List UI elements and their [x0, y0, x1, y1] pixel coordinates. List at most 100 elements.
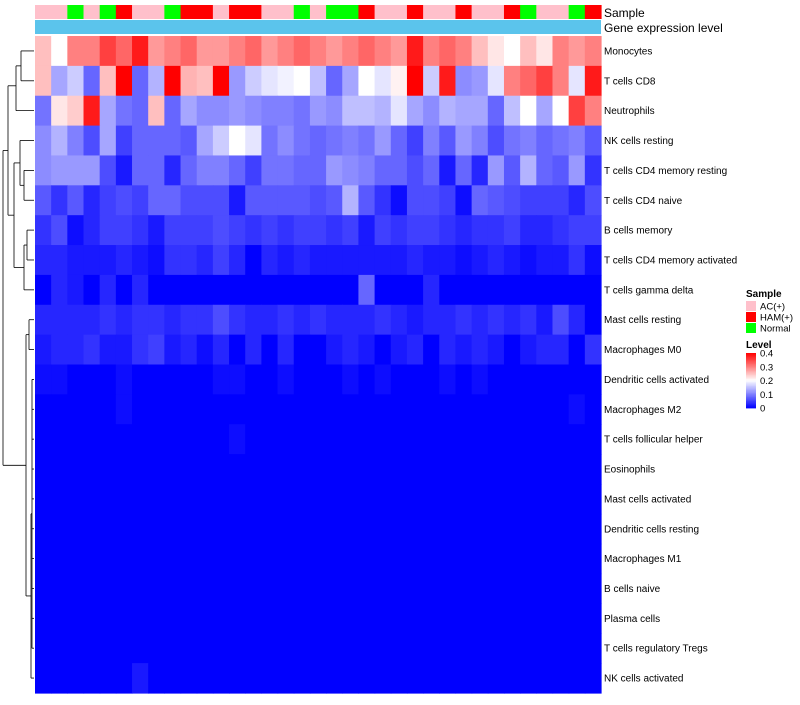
- heatmap-cell: [180, 36, 198, 67]
- heatmap-cell: [132, 513, 149, 545]
- heatmap-cell: [245, 185, 262, 216]
- heatmap-cell: [99, 185, 117, 216]
- heatmap-cell: [503, 633, 521, 664]
- heatmap-cell: [520, 36, 537, 67]
- heatmap-cell: [245, 543, 262, 575]
- heatmap-cell: [552, 543, 570, 575]
- heatmap-cell: [455, 274, 473, 306]
- heatmap-cell: [552, 364, 570, 395]
- heatmap-cell: [148, 185, 165, 216]
- heatmap-cell: [520, 95, 537, 127]
- heatmap-cell: [229, 543, 246, 575]
- heatmap-cell: [132, 155, 149, 186]
- heatmap-cell: [406, 125, 424, 157]
- heatmap-cell: [471, 513, 489, 545]
- heatmap-cell: [552, 603, 570, 634]
- heatmap-cell: [358, 573, 376, 605]
- heatmap-cell: [536, 125, 554, 157]
- heatmap-cell: [471, 633, 489, 664]
- heatmap-cell: [487, 394, 505, 425]
- heatmap-cell: [536, 603, 554, 634]
- heatmap-cell: [245, 95, 262, 127]
- heatmap-cell: [261, 603, 279, 634]
- row-label: T cells CD8: [604, 76, 656, 87]
- heatmap-cell: [423, 483, 440, 515]
- heatmap-cell: [390, 424, 408, 455]
- heatmap-cell: [180, 185, 198, 216]
- heatmap-cell: [212, 215, 230, 246]
- heatmap-cell: [406, 454, 424, 485]
- heatmap-cell: [584, 513, 602, 545]
- heatmap-cell: [67, 573, 85, 605]
- heatmap-cell: [148, 215, 165, 246]
- heatmap-cell: [455, 334, 473, 366]
- heatmap-cell: [277, 125, 295, 157]
- heatmap-cell: [229, 155, 246, 186]
- heatmap-cell: [148, 274, 165, 306]
- heatmap-cell: [35, 245, 52, 276]
- heatmap-cell: [212, 245, 230, 276]
- heatmap-cell: [196, 424, 214, 455]
- heatmap-cell: [455, 543, 473, 575]
- heatmap-cell: [164, 95, 182, 127]
- heatmap-cell: [148, 573, 165, 605]
- heatmap-cell: [309, 185, 327, 216]
- heatmap-cell: [180, 65, 198, 97]
- heatmap-cell: [309, 36, 327, 67]
- heatmap-cell: [277, 245, 295, 276]
- heatmap-cell: [212, 155, 230, 186]
- row-label: B cells memory: [604, 226, 672, 237]
- heatmap-cell: [67, 304, 85, 336]
- level-legend-gradient: [746, 399, 756, 402]
- heatmap-cell: [455, 155, 473, 186]
- heatmap-cell: [212, 394, 230, 425]
- heatmap-cell: [309, 543, 327, 575]
- level-legend-gradient: [746, 384, 756, 387]
- heatmap-cell: [406, 274, 424, 306]
- heatmap-cell: [326, 663, 343, 694]
- heatmap-cell: [148, 304, 165, 336]
- heatmap-cell: [212, 603, 230, 634]
- heatmap-cell: [148, 125, 165, 157]
- heatmap-cell: [342, 394, 360, 425]
- heatmap-cell: [342, 663, 360, 694]
- heatmap-cell: [358, 125, 376, 157]
- heatmap-cell: [229, 424, 246, 455]
- heatmap-cell: [245, 573, 262, 605]
- heatmap-cell: [439, 185, 457, 216]
- heatmap-cell: [584, 215, 602, 246]
- heatmap-cell: [390, 663, 408, 694]
- row-label: T cells follicular helper: [604, 435, 703, 446]
- heatmap-cell: [35, 483, 52, 515]
- heatmap-cell: [83, 543, 101, 575]
- heatmap-cell: [455, 663, 473, 694]
- sample-legend-title: Sample: [746, 289, 782, 300]
- sample-annotation-cell: [342, 5, 360, 19]
- heatmap-cell: [67, 215, 85, 246]
- heatmap-cell: [358, 155, 376, 186]
- heatmap-cell: [261, 454, 279, 485]
- heatmap-cell: [342, 334, 360, 366]
- heatmap-cell: [520, 663, 537, 694]
- heatmap-cell: [132, 663, 149, 694]
- sample-annotation-cell: [326, 5, 343, 19]
- heatmap-cell: [568, 424, 586, 455]
- heatmap-cell: [309, 573, 327, 605]
- heatmap-cell: [455, 245, 473, 276]
- heatmap-cell: [180, 394, 198, 425]
- heatmap-cell: [35, 304, 52, 336]
- heatmap-cell: [423, 603, 440, 634]
- heatmap-cell: [423, 36, 440, 67]
- heatmap-cell: [83, 36, 101, 67]
- heatmap-cell: [471, 603, 489, 634]
- heatmap-cell: [293, 633, 311, 664]
- heatmap-cell: [406, 424, 424, 455]
- heatmap-cell: [99, 603, 117, 634]
- heatmap-cell: [568, 633, 586, 664]
- heatmap-cell: [51, 155, 68, 186]
- heatmap-cell: [245, 215, 262, 246]
- heatmap-cell: [584, 483, 602, 515]
- heatmap-cell: [423, 424, 440, 455]
- level-legend-gradient: [746, 362, 756, 365]
- heatmap-cell: [439, 36, 457, 67]
